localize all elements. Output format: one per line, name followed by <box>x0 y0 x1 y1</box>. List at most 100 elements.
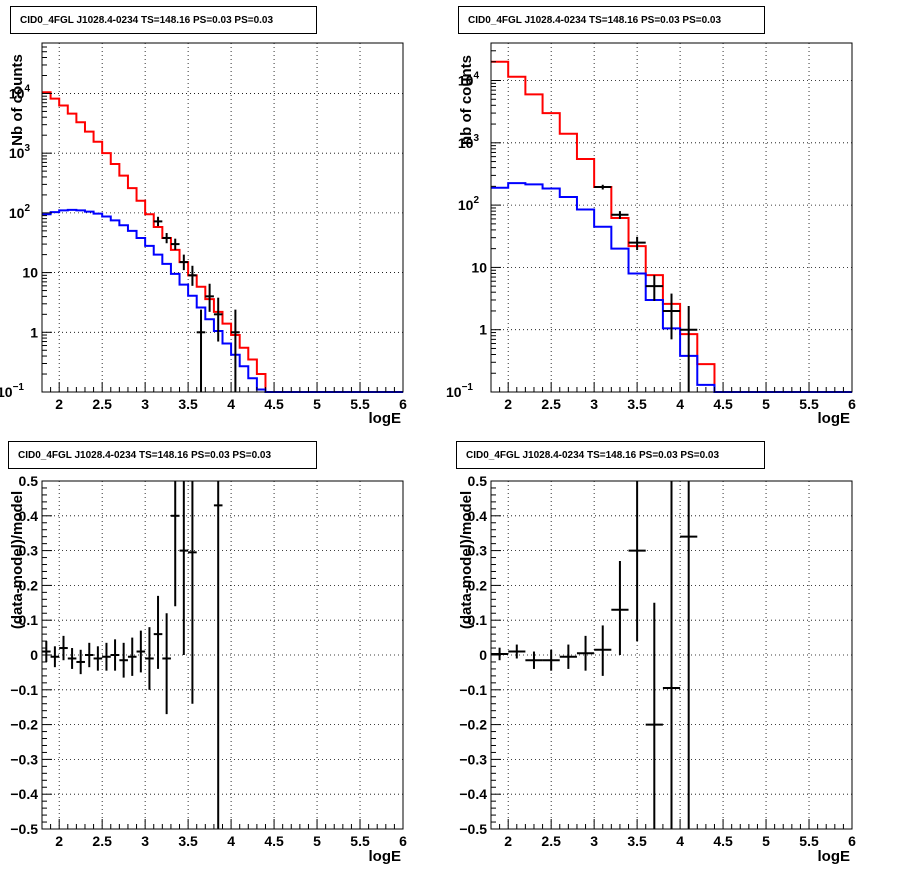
data-point <box>594 184 612 190</box>
y-tick-label: 103 <box>458 133 480 151</box>
y-tick-label: −0.1 <box>10 682 38 698</box>
data-point <box>162 233 171 244</box>
x-tick-label: 5 <box>313 396 321 412</box>
y-tick-label: 0 <box>30 647 38 663</box>
x-tick-label: 2 <box>504 833 512 849</box>
x-axis-label: logE <box>369 848 402 865</box>
y-tick-label: −0.3 <box>10 751 38 767</box>
data-point <box>110 639 120 671</box>
y-tick-label: 1 <box>30 324 38 340</box>
y-tick-label-base: 10 <box>458 197 474 213</box>
y-tick-label-exponent: 4 <box>24 83 30 94</box>
x-axis-label: logE <box>818 848 851 865</box>
x-tick-label: 5 <box>313 833 321 849</box>
data-point <box>84 642 94 668</box>
data-point <box>559 644 577 669</box>
data-points <box>594 184 698 392</box>
x-tick-label: 4.5 <box>264 833 284 849</box>
y-tick-label: 103 <box>9 143 31 161</box>
y-axis-label: (data-model)/model <box>458 491 475 629</box>
data-point <box>102 642 111 671</box>
y-tick-label: −0.2 <box>459 717 487 733</box>
histogram-series-model-total <box>42 91 403 393</box>
data-points <box>153 216 240 392</box>
data-point <box>576 635 595 671</box>
data-point <box>628 236 646 251</box>
histogram-series-model-component <box>42 208 403 393</box>
x-tick-label: 2.5 <box>541 833 561 849</box>
x-tick-label: 5.5 <box>799 396 819 412</box>
x-tick-label: 3.5 <box>627 396 647 412</box>
chart-title: CID0_4FGL J1028.4-0234 TS=148.16 PS=0.03… <box>20 15 273 26</box>
x-tick-label: 2 <box>55 396 63 412</box>
x-tick-label: 4 <box>676 833 684 849</box>
data-point <box>525 651 543 669</box>
data-point <box>119 642 128 678</box>
data-point <box>594 625 612 676</box>
chart-title: CID0_4FGL J1028.4-0234 TS=148.16 PS=0.03… <box>468 15 721 26</box>
data-point <box>680 306 698 392</box>
y-tick-label-base: 10 <box>0 384 13 400</box>
data-points <box>491 481 698 829</box>
grid <box>491 43 852 392</box>
x-axis-label: logE <box>369 410 402 427</box>
y-tick-label-base: 10 <box>458 135 474 151</box>
data-point <box>628 481 646 642</box>
data-point <box>188 265 197 286</box>
data-point <box>59 635 68 661</box>
x-tick-label: 2 <box>504 396 512 412</box>
x-tick-label: 5 <box>762 396 770 412</box>
x-tick-label: 5.5 <box>350 833 370 849</box>
y-tick-label-exponent: 4 <box>473 71 479 82</box>
y-tick-label-base: 10 <box>22 265 38 281</box>
histogram-series-model-total <box>491 60 852 393</box>
panel-top-left: CID0_4FGL J1028.4-0234 TS=148.16 PS=0.03… <box>0 6 407 427</box>
y-tick-label-exponent: 2 <box>24 203 30 214</box>
data-point <box>170 238 180 250</box>
x-tick-label: 3 <box>590 833 598 849</box>
x-tick-label: 4 <box>227 833 235 849</box>
x-tick-label: 3 <box>141 833 149 849</box>
y-tick-label: 102 <box>458 195 480 213</box>
y-axis-label: Nb of counts <box>9 54 26 146</box>
data-point <box>179 254 189 271</box>
x-tick-label: 3 <box>590 396 598 412</box>
y-tick-label: −0.2 <box>10 717 38 733</box>
x-tick-label: 6 <box>848 396 856 412</box>
y-tick-label-exponent: 3 <box>473 133 479 144</box>
data-point <box>50 646 60 668</box>
x-tick-label: 5.5 <box>350 396 370 412</box>
x-axis: 2 2.5 3 3.5 4 4.5 5 5.5 6 <box>490 819 856 849</box>
x-tick-label: 5.5 <box>799 833 819 849</box>
data-point <box>145 627 154 690</box>
data-point <box>645 602 663 829</box>
x-tick-label: 6 <box>399 833 407 849</box>
data-point <box>170 481 180 607</box>
data-point <box>127 637 137 676</box>
y-axis: −0.5 −0.4 −0.3 −0.2 −0.1 0 0.1 0.2 0.3 0.4 0.5 <box>459 473 501 837</box>
y-tick-label: −0.5 <box>459 821 487 837</box>
x-tick-label: 6 <box>399 396 407 412</box>
data-point <box>188 481 197 704</box>
y-tick-label-base: 1 <box>30 324 38 340</box>
x-tick-label: 2.5 <box>541 396 561 412</box>
x-tick-label: 4.5 <box>713 396 733 412</box>
y-tick-label-base: 10 <box>9 85 25 101</box>
x-tick-label: 4 <box>227 396 235 412</box>
x-tick-label: 2.5 <box>92 833 112 849</box>
y-tick-label: 10−1 <box>446 382 473 400</box>
y-tick-label: 0.1 <box>468 612 488 628</box>
x-tick-label: 2.5 <box>92 396 112 412</box>
y-tick-label-base: 10 <box>446 384 462 400</box>
y-tick-label-exponent: −1 <box>462 382 474 393</box>
y-tick-label: 10 <box>22 265 38 281</box>
y-tick-label: 0.5 <box>468 473 488 489</box>
y-tick-label-base: 10 <box>471 259 487 275</box>
y-tick-label: 0 <box>479 647 487 663</box>
y-tick-label: −0.5 <box>10 821 38 837</box>
title-box <box>10 6 317 34</box>
x-tick-label: 4.5 <box>713 833 733 849</box>
histogram-series-model-component <box>491 182 852 393</box>
y-tick-label: 0.2 <box>468 577 488 593</box>
